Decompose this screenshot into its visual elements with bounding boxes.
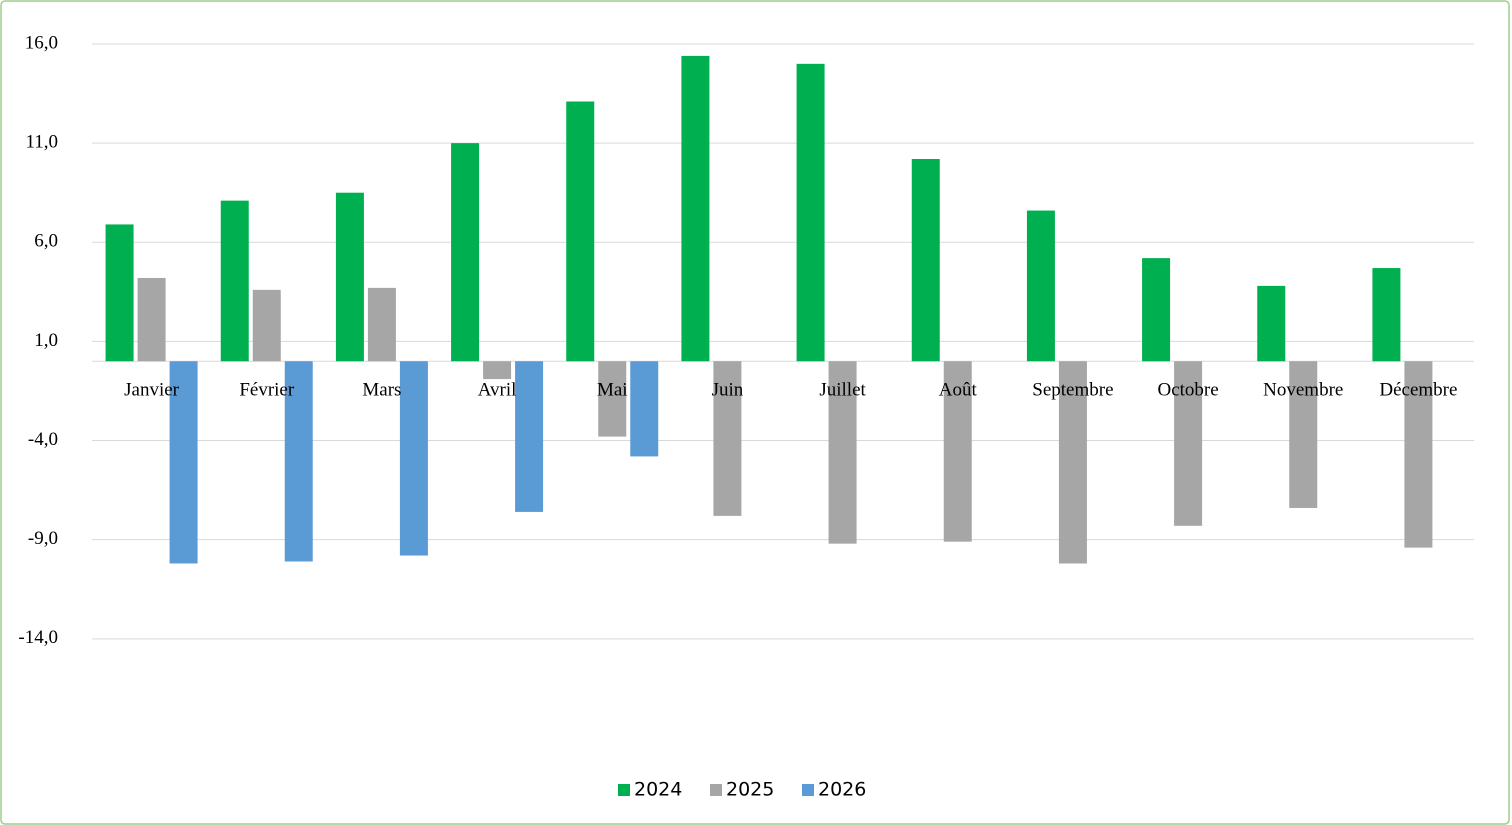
bar (828, 361, 857, 544)
y-tick-label: 11,0 (25, 131, 58, 152)
bar (630, 361, 659, 457)
bar (1257, 285, 1286, 362)
bar (169, 361, 198, 564)
x-tick-label: Juillet (819, 379, 866, 400)
legend-label: 2026 (818, 779, 866, 801)
legend-swatch (618, 784, 630, 796)
bar (1289, 361, 1318, 508)
bar (451, 143, 480, 362)
bar (713, 361, 742, 516)
bar (252, 289, 281, 362)
x-tick-label: Avril (478, 379, 517, 400)
bar (1404, 361, 1433, 548)
bar (943, 361, 972, 542)
bar (399, 361, 428, 556)
legend-swatch (802, 784, 814, 796)
bar (137, 277, 166, 362)
bar (483, 361, 512, 380)
bar (284, 361, 313, 562)
bar (681, 55, 710, 362)
legend-swatch (710, 784, 722, 796)
x-tick-label: Janvier (124, 379, 180, 400)
bar (911, 158, 940, 362)
y-tick-label: 16,0 (25, 32, 58, 53)
x-tick-label: Février (239, 379, 295, 400)
x-tick-label: Septembre (1032, 379, 1113, 400)
x-tick-label: Mai (597, 379, 628, 400)
bar (566, 101, 595, 362)
bar (220, 200, 249, 362)
bar (598, 361, 627, 437)
x-tick-label: Novembre (1263, 379, 1343, 400)
x-tick-label: Octobre (1157, 379, 1218, 400)
legend-label: 2025 (726, 779, 774, 801)
bar (1174, 361, 1203, 526)
bar (105, 224, 134, 362)
x-tick-label: Juin (712, 379, 744, 400)
bar (1142, 258, 1171, 362)
y-tick-label: -4,0 (28, 429, 58, 450)
bar (335, 192, 364, 362)
y-tick-label: 6,0 (34, 231, 58, 252)
x-tick-label: Décembre (1379, 379, 1457, 400)
bar (367, 287, 396, 362)
bar (1058, 361, 1087, 564)
bar (1372, 268, 1401, 362)
bar (796, 63, 825, 362)
bar (1026, 210, 1055, 362)
y-tick-label: -9,0 (28, 528, 58, 549)
x-tick-label: Mars (362, 379, 401, 400)
y-tick-label: 1,0 (34, 330, 58, 351)
y-tick-label: -14,0 (18, 627, 58, 648)
legend-label: 2024 (634, 779, 682, 801)
bar (515, 361, 544, 512)
x-tick-label: Août (939, 379, 978, 400)
